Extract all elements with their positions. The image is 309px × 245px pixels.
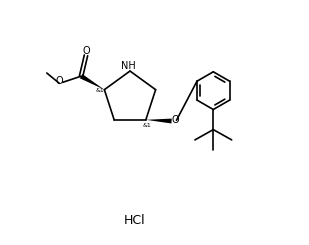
Text: HCl: HCl [124, 214, 146, 227]
Text: &1: &1 [143, 123, 151, 128]
Text: NH: NH [121, 61, 135, 71]
Text: O: O [172, 115, 179, 125]
Text: &1: &1 [95, 88, 104, 93]
Text: O: O [56, 76, 64, 86]
Polygon shape [146, 119, 172, 123]
Text: O: O [82, 47, 90, 56]
Polygon shape [80, 74, 104, 90]
